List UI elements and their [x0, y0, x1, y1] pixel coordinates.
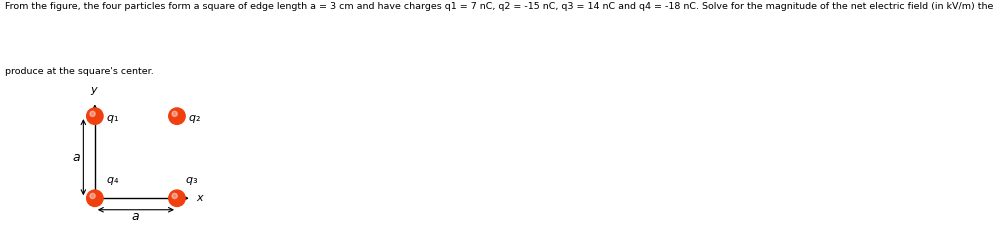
Text: $q₄$: $q₄$	[107, 175, 120, 187]
Text: $q₂$: $q₂$	[188, 113, 201, 125]
Text: $q₁$: $q₁$	[107, 113, 120, 125]
Circle shape	[172, 111, 177, 116]
Circle shape	[90, 111, 96, 116]
Text: $x$: $x$	[196, 193, 205, 203]
Text: $a$: $a$	[131, 210, 140, 223]
Text: $a$: $a$	[73, 151, 82, 164]
Circle shape	[172, 193, 177, 198]
Text: produce at the square's center.: produce at the square's center.	[5, 67, 153, 76]
Text: From the figure, the four particles form a square of edge length a = 3 cm and ha: From the figure, the four particles form…	[5, 2, 996, 11]
Circle shape	[90, 193, 96, 198]
Text: $y$: $y$	[91, 85, 100, 97]
Circle shape	[87, 190, 103, 206]
Text: $q₃$: $q₃$	[185, 175, 198, 187]
Circle shape	[87, 108, 103, 124]
Circle shape	[168, 108, 185, 124]
Circle shape	[168, 190, 185, 206]
